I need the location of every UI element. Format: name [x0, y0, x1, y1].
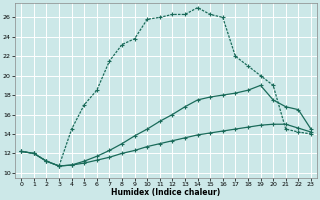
X-axis label: Humidex (Indice chaleur): Humidex (Indice chaleur) — [111, 188, 221, 197]
